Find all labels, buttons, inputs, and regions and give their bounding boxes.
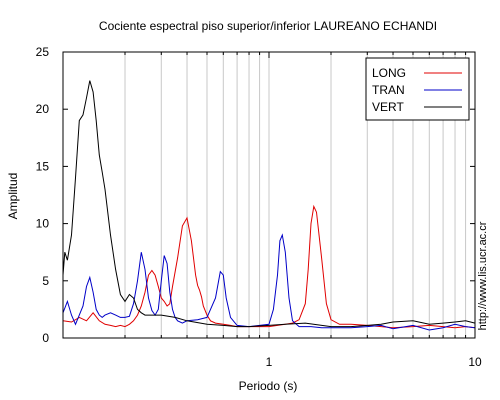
source-url-label: http://www.lis.ucr.ac.cr — [477, 221, 489, 330]
series-line-tran — [62, 233, 476, 331]
legend-label-vert: VERT — [372, 100, 404, 114]
y-tick-label: 0 — [42, 331, 49, 345]
grid — [124, 52, 467, 338]
axes: 0 5 10 15 20 25 1 10 — [36, 45, 482, 369]
y-tick-label: 15 — [36, 159, 50, 173]
chart-title: Cociente espectral piso superior/inferio… — [99, 19, 437, 33]
y-tick-label: 20 — [36, 102, 50, 116]
y-tick-label: 5 — [42, 274, 49, 288]
series-line-vert — [62, 80, 476, 328]
x-axis-label: Periodo (s) — [239, 379, 298, 393]
x-tick-label: 1 — [266, 355, 273, 369]
y-axis-label: Amplitud — [6, 173, 20, 220]
legend-box — [365, 57, 470, 121]
x-tick-label: 10 — [468, 355, 482, 369]
legend-label-long: LONG — [372, 66, 406, 80]
y-tick-label: 10 — [36, 217, 50, 231]
legend: LONG TRAN VERT — [365, 57, 470, 121]
series-line-long — [62, 204, 476, 329]
y-tick-label: 25 — [36, 45, 50, 59]
series-lines — [62, 80, 476, 331]
legend-label-tran: TRAN — [372, 83, 405, 97]
